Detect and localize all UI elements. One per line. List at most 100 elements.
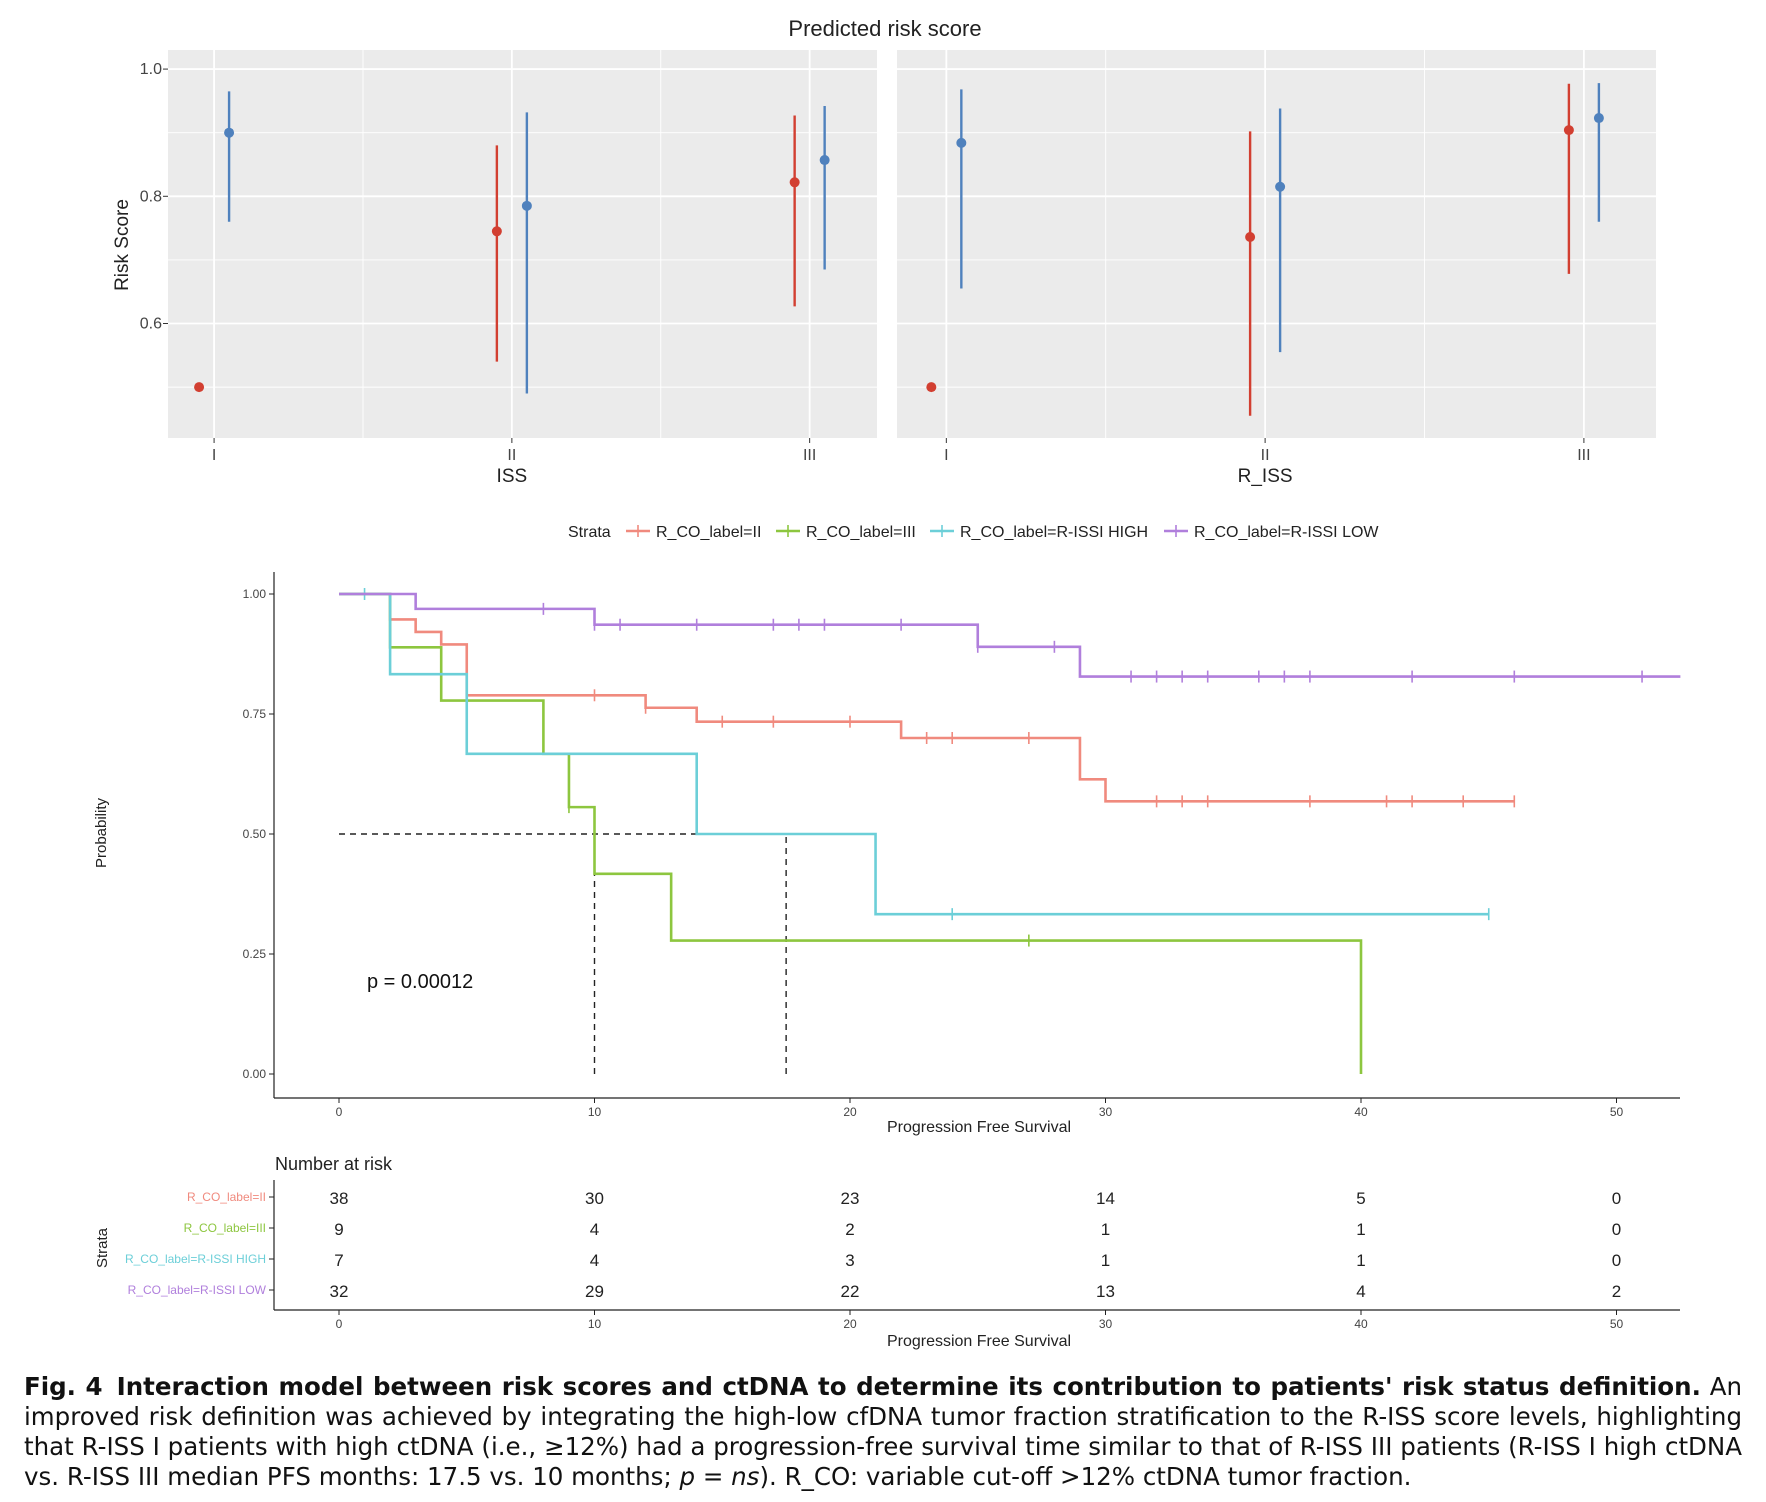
legend-label: R_CO_label=R-ISSI HIGH bbox=[960, 524, 1148, 541]
table-row-label: R_CO_label=III bbox=[184, 1221, 266, 1235]
km-median-lines bbox=[339, 833, 787, 1074]
table-cell: 1 bbox=[1101, 1220, 1110, 1239]
km-y-tick-label: 0.25 bbox=[243, 947, 267, 961]
x-tick-label: II bbox=[1261, 447, 1270, 464]
table-cell: 22 bbox=[841, 1282, 860, 1301]
km-y-tick-label: 1.00 bbox=[243, 587, 267, 601]
km-x-tick-label: 30 bbox=[1099, 1105, 1113, 1119]
table-x-tick-label: 40 bbox=[1354, 1317, 1368, 1331]
facet-background bbox=[897, 50, 1656, 438]
point-estimate bbox=[194, 382, 205, 393]
point-estimate bbox=[819, 155, 830, 166]
point-estimate bbox=[491, 226, 502, 237]
table-cell: 0 bbox=[1612, 1220, 1621, 1239]
risk-y-axis: 1.0 0.8 0.6 bbox=[140, 61, 168, 333]
table-cell: 0 bbox=[1612, 1251, 1621, 1270]
facet-xlabel: R_ISS bbox=[1238, 466, 1293, 487]
caption-label: Fig. 4 bbox=[24, 1372, 103, 1401]
table-x-tick-label: 0 bbox=[336, 1317, 343, 1331]
table-cell: 1 bbox=[1101, 1251, 1110, 1270]
x-tick-label: II bbox=[507, 447, 516, 464]
point-estimate bbox=[224, 127, 235, 138]
legend-label: R_CO_label=III bbox=[806, 524, 916, 541]
table-x-tick-label: 50 bbox=[1610, 1317, 1624, 1331]
table-cell: 2 bbox=[1612, 1282, 1621, 1301]
km-x-tick-label: 10 bbox=[588, 1105, 602, 1119]
km-legend: Strata R_CO_label=II R_CO_label=III R_CO_la… bbox=[568, 524, 1379, 541]
km-y-tick-label: 0.50 bbox=[243, 827, 267, 841]
table-cell: 4 bbox=[1356, 1282, 1365, 1301]
table-cell: 5 bbox=[1356, 1189, 1365, 1208]
table-cell: 4 bbox=[590, 1220, 599, 1239]
table-cell: 1 bbox=[1356, 1251, 1365, 1270]
point-estimate bbox=[789, 177, 800, 188]
table-cell: 3 bbox=[845, 1251, 854, 1270]
table-cell: 2 bbox=[845, 1220, 854, 1239]
km-axes: 1.00 0.75 0.50 0.25 0.00 0 10 20 30 40 50 bbox=[243, 572, 1680, 1119]
legend-title: Strata bbox=[568, 524, 611, 541]
km-x-tick-label: 50 bbox=[1610, 1105, 1624, 1119]
table-cell: 4 bbox=[590, 1251, 599, 1270]
table-row-label: R_CO_label=II bbox=[187, 1190, 266, 1204]
km-y-tick-label: 0.75 bbox=[243, 707, 267, 721]
table-x-tick-label: 10 bbox=[588, 1317, 602, 1331]
caption-ns: ns bbox=[731, 1462, 760, 1491]
legend-label: R_CO_label=II bbox=[656, 524, 761, 541]
km-panel: Strata R_CO_label=II R_CO_label=III R_CO_la… bbox=[93, 524, 1681, 1136]
risk-panel-title: Predicted risk score bbox=[788, 16, 981, 41]
x-tick-label: III bbox=[1577, 447, 1590, 464]
x-tick-label: I bbox=[944, 447, 948, 464]
table-cell: 9 bbox=[334, 1220, 343, 1239]
km-y-tick-label: 0.00 bbox=[243, 1067, 267, 1081]
table-cell: 1 bbox=[1356, 1220, 1365, 1239]
km-curve bbox=[339, 592, 1681, 678]
point-estimate bbox=[1245, 232, 1256, 243]
y-tick-label: 0.6 bbox=[140, 316, 162, 333]
point-estimate bbox=[1593, 113, 1604, 124]
table-cell: 14 bbox=[1096, 1189, 1115, 1208]
risk-table-title: Number at risk bbox=[275, 1154, 393, 1174]
x-tick-label: I bbox=[212, 447, 216, 464]
point-estimate bbox=[521, 200, 532, 211]
risk-table-xlabel: Progression Free Survival bbox=[887, 1333, 1071, 1350]
table-cell: 7 bbox=[334, 1251, 343, 1270]
table-cell: 13 bbox=[1096, 1282, 1115, 1301]
x-tick-label: III bbox=[803, 447, 816, 464]
risk-score-panel: Predicted risk score Risk Score I II IIIIS… bbox=[112, 16, 1656, 487]
point-estimate bbox=[1275, 181, 1286, 192]
risk-table-ylabel: Strata bbox=[94, 1227, 111, 1268]
table-cell: 38 bbox=[330, 1189, 349, 1208]
risk-table-body: R_CO_label=II 38 30 23 14 5 0R_CO_label=III 9 4 2… bbox=[125, 1180, 1680, 1331]
caption-p: p bbox=[679, 1462, 696, 1491]
table-cell: 23 bbox=[841, 1189, 860, 1208]
table-x-tick-label: 20 bbox=[843, 1317, 857, 1331]
table-x-tick-label: 30 bbox=[1099, 1317, 1113, 1331]
table-cell: 29 bbox=[585, 1282, 604, 1301]
km-xlabel: Progression Free Survival bbox=[887, 1119, 1071, 1136]
table-cell: 0 bbox=[1612, 1189, 1621, 1208]
point-estimate bbox=[956, 137, 967, 148]
caption-tail: ). R_CO: variable cut-off >12% ctDNA tum… bbox=[759, 1462, 1412, 1491]
km-curve bbox=[339, 592, 1515, 803]
table-cell: 30 bbox=[585, 1189, 604, 1208]
legend-label: R_CO_label=R-ISSI LOW bbox=[1194, 524, 1379, 541]
risk-table-panel: Number at risk Strata Progression Free S… bbox=[94, 1154, 1680, 1350]
km-pvalue: p = 0.00012 bbox=[367, 971, 473, 993]
km-ylabel: Probability bbox=[93, 797, 110, 868]
km-x-tick-label: 20 bbox=[843, 1105, 857, 1119]
caption-equals: = bbox=[695, 1462, 732, 1491]
table-row-label: R_CO_label=R-ISSI LOW bbox=[128, 1283, 267, 1297]
figure-caption: Fig. 4 Interaction model between risk sco… bbox=[24, 1372, 1742, 1492]
table-cell: 32 bbox=[330, 1282, 349, 1301]
facet-xlabel: ISS bbox=[497, 466, 528, 487]
point-estimate bbox=[926, 382, 937, 393]
km-curve bbox=[339, 592, 1489, 916]
caption-title: Interaction model between risk scores an… bbox=[116, 1372, 1701, 1401]
km-x-tick-label: 0 bbox=[336, 1105, 343, 1119]
table-row-label: R_CO_label=R-ISSI HIGH bbox=[125, 1252, 266, 1266]
risk-panel-ylabel: Risk Score bbox=[112, 199, 133, 291]
figure-canvas: Predicted risk score Risk Score I II IIIIS… bbox=[93, 16, 1681, 1350]
y-tick-label: 0.8 bbox=[140, 188, 162, 205]
